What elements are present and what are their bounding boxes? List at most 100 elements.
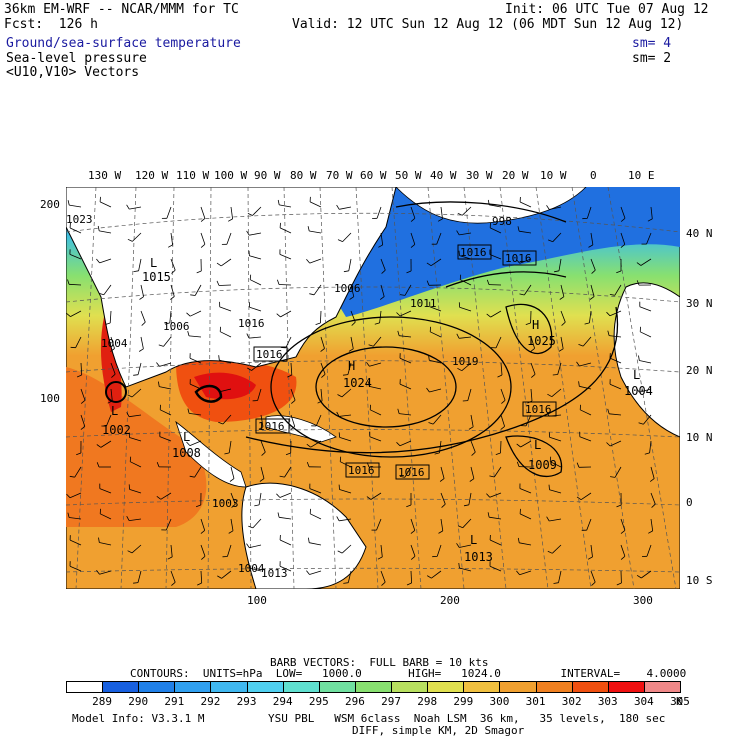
wind-barb: [462, 518, 472, 528]
low-center-letter: L: [534, 438, 541, 452]
wind-barb-flag: [126, 516, 130, 521]
wind-barb: [525, 414, 532, 427]
wind-barb: [160, 409, 172, 416]
wind-barb-flag: [110, 348, 115, 352]
latitude-label: 0: [686, 496, 693, 509]
wind-barb: [313, 284, 322, 296]
wind-barb: [470, 466, 475, 479]
wind-barb-flag: [129, 456, 132, 462]
wind-barb: [620, 206, 626, 219]
wind-barb: [249, 232, 262, 236]
longitude-label: 10 E: [628, 169, 655, 182]
isobar-998: [395, 201, 567, 223]
latitude-label: 40 N: [686, 227, 713, 240]
contour-label: 1016: [525, 403, 552, 416]
wind-barb: [609, 383, 622, 390]
wind-barbs: [66, 196, 656, 586]
contour-label: 1006: [163, 320, 190, 333]
wind-barb: [309, 488, 322, 494]
wind-barb-flag: [171, 581, 176, 586]
wind-barb: [260, 440, 266, 453]
wind-barb: [650, 206, 653, 219]
low-center-value: 1009: [528, 458, 557, 472]
wind-barb: [430, 331, 442, 338]
wind-barb: [140, 336, 144, 349]
wind-barb-flag: [277, 279, 280, 285]
colorbar-label: 302: [561, 695, 582, 708]
wind-barb: [439, 440, 442, 453]
wind-barb: [641, 570, 652, 579]
wind-barb: [519, 542, 532, 546]
wind-barb: [230, 206, 233, 219]
wind-barb-flag: [277, 512, 280, 518]
wind-barb: [589, 310, 592, 323]
wind-barb-flag: [307, 226, 310, 232]
wind-barb: [137, 570, 142, 583]
wind-barb-flag: [486, 313, 491, 318]
wind-barb: [100, 513, 112, 520]
wind-barb: [399, 440, 412, 447]
wind-barb: [103, 284, 112, 295]
wind-barb-flag: [576, 496, 582, 501]
wind-barb: [170, 284, 175, 297]
low-center-letter: L: [150, 256, 157, 270]
wind-barb-flag: [127, 550, 133, 554]
wind-barb: [609, 413, 622, 416]
isobar-1011: [445, 271, 567, 288]
wind-barb: [132, 232, 142, 242]
wind-barb-flag: [287, 374, 292, 378]
wind-barb: [320, 388, 323, 401]
wind-barb-flag: [616, 582, 622, 586]
colorbar-swatch: [607, 681, 645, 693]
wind-barb-flag: [133, 374, 139, 376]
wind-barb-flag: [195, 504, 201, 508]
colorbar-label: 299: [453, 695, 474, 708]
wind-barb-flag: [399, 476, 405, 478]
wind-barb: [440, 466, 445, 479]
wind-barb: [284, 466, 292, 478]
wind-barb-flag: [426, 280, 430, 286]
contour-label: 1013: [261, 567, 288, 580]
wind-barb-flag: [127, 238, 133, 242]
wind-barb: [429, 306, 442, 312]
wind-barb: [459, 567, 472, 572]
wind-barb: [278, 284, 292, 286]
wind-barb: [170, 258, 176, 271]
wind-barb-flag: [164, 322, 170, 325]
wind-barb: [130, 461, 142, 468]
wind-barb: [69, 492, 82, 499]
wind-barb: [99, 201, 112, 208]
wind-barb: [251, 362, 262, 371]
colorbar-swatch: [174, 681, 212, 693]
wind-barb: [200, 570, 203, 584]
wind-barb: [140, 284, 144, 297]
wind-barb-flag: [224, 452, 230, 455]
wind-barb: [342, 232, 352, 242]
wind-barb: [310, 513, 322, 520]
wind-barb: [440, 492, 446, 505]
colorbar-swatch: [535, 681, 573, 693]
wind-barb-flag: [588, 244, 594, 248]
wind-barb: [258, 492, 262, 505]
wind-barb-flag: [438, 530, 444, 534]
longitude-label: 60 W: [360, 169, 387, 182]
wind-barb: [200, 206, 206, 219]
wind-barb-flag: [279, 475, 285, 478]
wind-barb: [339, 206, 352, 210]
colorbar-label: 290: [128, 695, 149, 708]
wind-barb-flag: [291, 399, 296, 404]
wind-barb: [609, 357, 622, 364]
wind-barb: [228, 440, 232, 453]
wind-barb-flag: [516, 259, 521, 264]
wind-barb: [69, 539, 82, 546]
bottom-grid-label-200: 200: [440, 594, 460, 607]
wind-barb-flag: [457, 367, 462, 372]
wind-barb-flag: [306, 570, 310, 575]
wind-barb: [129, 489, 142, 494]
wind-barb-flag: [190, 294, 196, 296]
wind-barb-flag: [616, 270, 622, 274]
wind-barb-flag: [495, 452, 501, 455]
wind-barb-flag: [306, 443, 311, 448]
wind-barb: [582, 336, 592, 347]
wind-barb-flag: [546, 205, 550, 210]
